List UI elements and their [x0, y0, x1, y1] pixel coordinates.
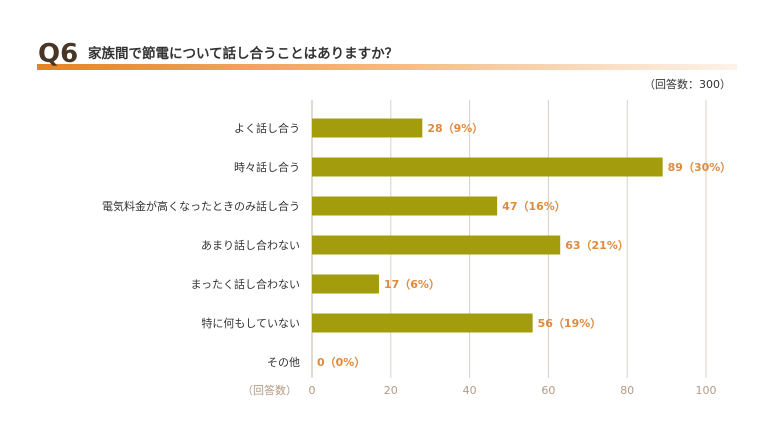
x-tick-20: 20 — [384, 384, 398, 397]
bar-3 — [312, 196, 498, 216]
x-tick-40: 40 — [463, 384, 477, 397]
bar-5 — [312, 274, 379, 294]
x-axis-ticks: 0 20 40 60 80 100 — [309, 384, 717, 397]
bar-1 — [312, 118, 423, 138]
title-underline — [37, 64, 737, 70]
value-label-5: 17（6%） — [384, 278, 440, 291]
value-label-4: 63（21%） — [565, 239, 629, 252]
x-tick-0: 0 — [309, 384, 316, 397]
value-label-7: 0（0%） — [317, 356, 365, 369]
question-text: 家族間で節電について話し合うことはありますか？ — [88, 45, 398, 62]
category-label-4: あまり話し合わない — [201, 238, 300, 252]
category-label-3: 電気料金が高くなったときのみ話し合う — [102, 199, 300, 213]
category-label-2: 時々話し合う — [234, 160, 300, 174]
x-tick-80: 80 — [620, 384, 634, 397]
bars — [312, 118, 663, 333]
category-label-1: よく話し合う — [234, 121, 300, 135]
x-axis-label: （回答数） — [242, 383, 297, 397]
category-labels: よく話し合う時々話し合う電気料金が高くなったときのみ話し合うあまり話し合わないま… — [102, 121, 300, 369]
bar-2 — [312, 157, 663, 177]
category-label-6: 特に何もしていない — [201, 316, 300, 330]
x-tick-60: 60 — [541, 384, 555, 397]
value-label-6: 56（19%） — [538, 317, 602, 330]
value-labels: 28（9%） 89（30%） 47（16%） 63（21%） 17（6%） 56（19%）… — [317, 122, 731, 369]
respondent-count: （回答数：300） — [644, 77, 731, 91]
value-label-2: 89（30%） — [668, 161, 732, 174]
x-tick-100: 100 — [696, 384, 717, 397]
category-label-5: まったく話し合わない — [190, 277, 300, 291]
bar-4 — [312, 235, 561, 255]
question-number: Q6 — [38, 39, 78, 69]
value-label-3: 47（16%） — [502, 200, 566, 213]
value-label-1: 28（9%） — [427, 122, 483, 135]
bar-6 — [312, 313, 533, 333]
category-label-7: その他 — [267, 356, 300, 369]
